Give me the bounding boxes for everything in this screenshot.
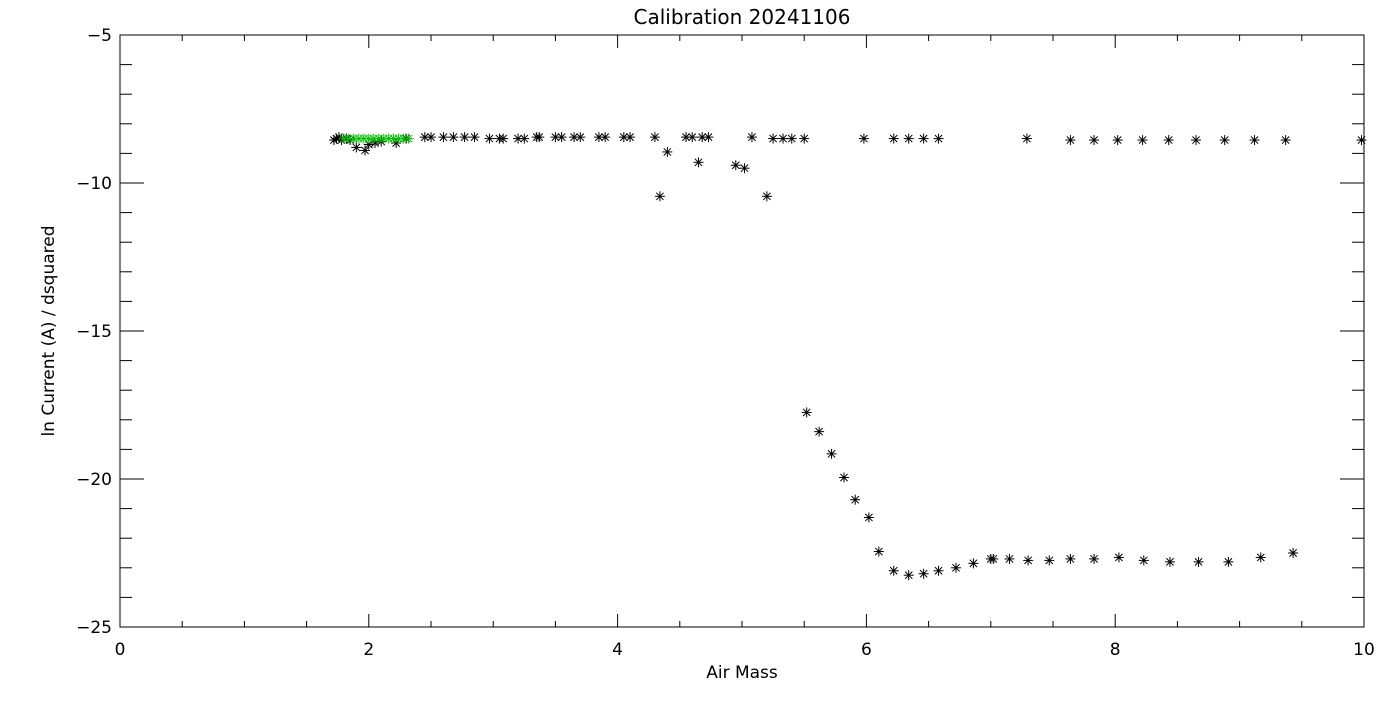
data-point: [1223, 556, 1234, 567]
data-point: [1089, 135, 1100, 146]
data-point: [850, 494, 861, 505]
data-point: [1021, 133, 1032, 144]
data-point: [681, 132, 692, 143]
y-tick-label: −15: [76, 322, 112, 342]
data-point: [438, 132, 449, 143]
data-point: [746, 132, 757, 143]
x-tick-label: 6: [861, 640, 872, 660]
data-point: [1164, 556, 1175, 567]
x-tick-label: 0: [115, 640, 126, 660]
data-point: [550, 132, 561, 143]
data-point: [1044, 555, 1055, 566]
x-tick-label: 8: [1110, 640, 1121, 660]
data-point: [1138, 555, 1149, 566]
data-point: [873, 546, 884, 557]
plot-frame: [119, 34, 1365, 628]
data-point: [360, 145, 371, 156]
data-point: [988, 553, 999, 564]
x-tick-label: 2: [363, 640, 374, 660]
data-point: [703, 132, 714, 143]
data-point: [600, 132, 611, 143]
data-point: [459, 132, 470, 143]
data-point: [469, 132, 480, 143]
data-point: [799, 133, 810, 144]
data-point: [778, 133, 789, 144]
data-point: [625, 132, 636, 143]
data-point: [888, 565, 899, 576]
data-point-green: [403, 133, 414, 144]
data-point: [1137, 135, 1148, 146]
x-axis-label: Air Mass: [706, 663, 778, 683]
data-point: [498, 133, 509, 144]
data-point: [768, 133, 779, 144]
tick-labels: 0 2 4 6 8 10 −25 −20 −15 −10 −5: [76, 26, 1375, 660]
data-point: [1004, 553, 1015, 564]
data-point: [739, 163, 750, 174]
data-point: [1065, 553, 1076, 564]
data-point: [1065, 135, 1076, 146]
data-point: [826, 448, 837, 459]
data-point: [950, 562, 961, 573]
data-point: [513, 133, 524, 144]
data-point: [1089, 553, 1100, 564]
data-point: [1288, 548, 1299, 558]
data-point: [556, 132, 567, 143]
data-point: [968, 558, 979, 569]
data-point: [903, 133, 914, 144]
data-point: [903, 570, 914, 581]
data-point: [1280, 135, 1291, 146]
data-point: [649, 132, 660, 143]
data-point: [1249, 135, 1260, 146]
data-point: [534, 132, 545, 143]
data-point: [654, 191, 665, 202]
y-tick-label: −25: [76, 618, 112, 638]
data-point: [814, 426, 825, 437]
data-point: [448, 132, 459, 143]
chart-title: Calibration 20241106: [634, 5, 851, 29]
data-point: [1163, 135, 1174, 146]
data-point: [933, 565, 944, 576]
data-point: [519, 133, 530, 144]
data-point: [351, 142, 362, 153]
data-point: [786, 133, 797, 144]
x-tick-label: 10: [1353, 640, 1375, 660]
data-point: [1023, 555, 1034, 566]
data-point: [933, 133, 944, 144]
data-point: [730, 160, 741, 171]
y-tick-label: −20: [76, 470, 112, 490]
data-point: [839, 472, 850, 483]
data-point: [575, 132, 586, 143]
data-point: [761, 191, 772, 202]
data-point: [858, 133, 869, 144]
x-tick-label: 4: [612, 640, 623, 660]
data-point: [1191, 135, 1202, 146]
data-point: [1255, 552, 1266, 563]
data-point: [863, 512, 874, 523]
data-point: [426, 132, 436, 143]
data-point: [693, 157, 704, 168]
data-point: [918, 568, 929, 579]
data-point: [918, 133, 929, 144]
data-point: [1113, 552, 1124, 563]
data-point: [1193, 556, 1204, 567]
data-point: [1112, 135, 1123, 146]
y-axis-label: ln Current (A) / dsquared: [39, 225, 59, 436]
data-point: [1219, 135, 1230, 146]
data-point: [687, 132, 698, 143]
data-point: [801, 407, 812, 418]
data-point: [662, 146, 673, 157]
data-points: [328, 132, 1367, 581]
data-point: [1356, 135, 1367, 146]
data-point: [888, 133, 899, 144]
axis-ticks: [119, 34, 1365, 628]
data-point: [484, 133, 495, 144]
y-tick-label: −10: [76, 174, 112, 194]
y-tick-label: −5: [87, 26, 112, 46]
